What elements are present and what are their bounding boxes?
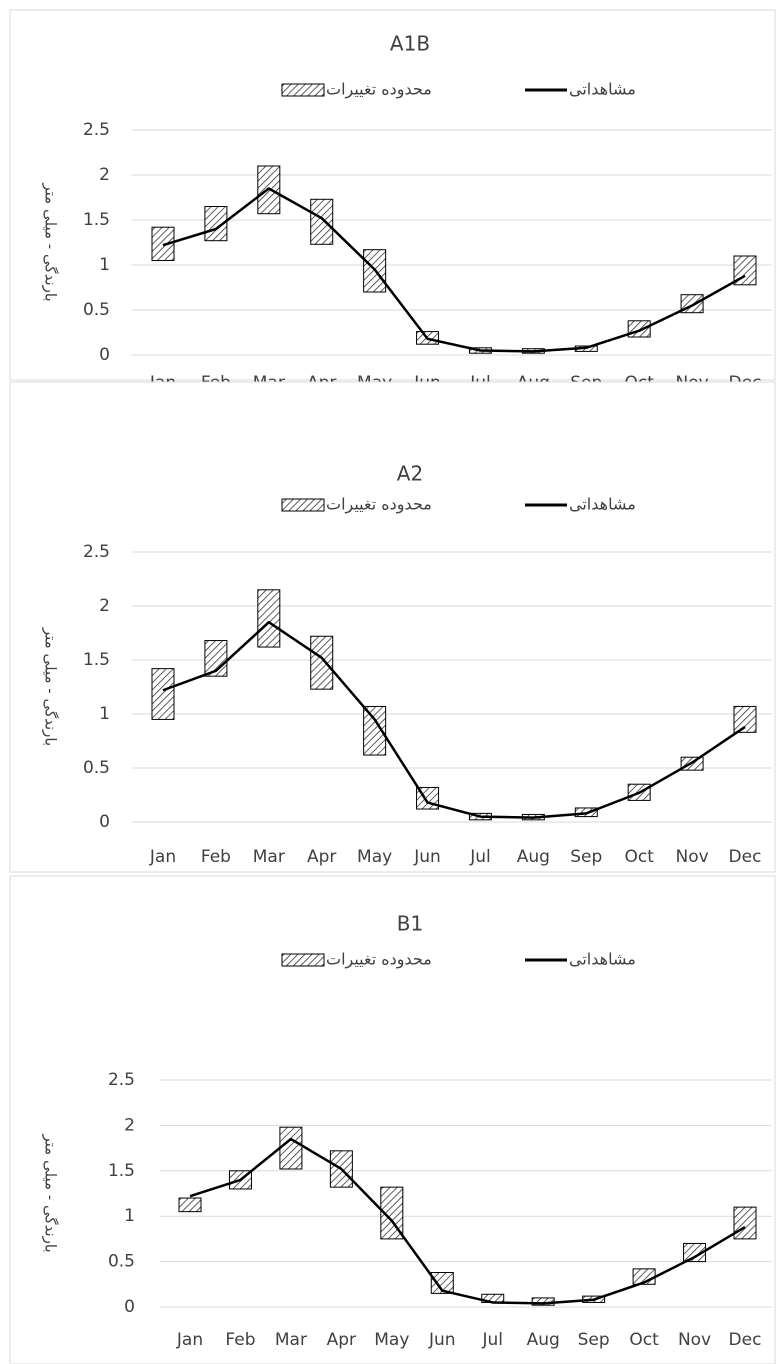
- y-tick-label: 1.5: [83, 210, 110, 230]
- y-tick-label: 0.5: [83, 300, 110, 320]
- y-tick-label: 1: [124, 1206, 135, 1226]
- legend-swatch: [281, 83, 325, 97]
- x-tick-label: Apr: [327, 1330, 356, 1350]
- x-tick-label: Oct: [629, 1330, 659, 1350]
- range-bar: [363, 705, 387, 756]
- range-bar: [683, 1242, 707, 1263]
- legend-swatch: [281, 498, 325, 512]
- x-tick-label: May: [374, 1330, 409, 1350]
- y-tick-label: 0: [99, 812, 110, 832]
- x-tick-label: Dec: [729, 1330, 762, 1350]
- chart-title: A1B: [390, 32, 430, 56]
- range-bar: [178, 1197, 202, 1213]
- legend-label: محدوده تغییرات: [326, 80, 432, 100]
- y-tick-label: 0.5: [108, 1252, 135, 1272]
- x-tick-label: Mar: [275, 1330, 307, 1350]
- x-tick-label: Nov: [675, 847, 708, 867]
- legend-label: مشاهداتی: [569, 950, 636, 969]
- range-bar: [627, 320, 651, 338]
- y-tick-label: 0: [99, 345, 110, 365]
- y-tick-label: 2.5: [108, 1070, 135, 1090]
- y-tick-label: 0.5: [83, 758, 110, 778]
- y-axis-label: بارندگی - میلی متر: [42, 182, 60, 301]
- x-tick-label: Jan: [149, 847, 176, 867]
- legend-label: مشاهداتی: [569, 495, 636, 514]
- x-tick-label: Nov: [678, 1330, 711, 1350]
- x-tick-label: Jan: [176, 1330, 203, 1350]
- observed-line: [189, 1137, 746, 1305]
- observed-line: [162, 187, 746, 353]
- range-bar: [310, 198, 334, 245]
- chart-title: B1: [397, 912, 423, 936]
- y-tick-label: 2.5: [83, 120, 110, 140]
- range-bar: [310, 635, 334, 690]
- x-tick-label: Sep: [578, 1330, 610, 1350]
- y-tick-label: 1.5: [108, 1161, 135, 1181]
- range-bar: [151, 668, 175, 720]
- range-bar: [279, 1126, 303, 1170]
- x-tick-label: Dec: [729, 847, 762, 867]
- panel: [9, 381, 776, 873]
- y-tick-label: 2: [124, 1115, 135, 1135]
- x-tick-label: Feb: [225, 1330, 255, 1350]
- x-tick-label: Feb: [201, 847, 231, 867]
- x-tick-label: Sep: [570, 847, 602, 867]
- x-tick-label: Jun: [428, 1330, 456, 1350]
- legend-label: مشاهداتی: [569, 80, 636, 99]
- x-tick-label: Jun: [413, 847, 441, 867]
- range-bar: [151, 226, 175, 261]
- x-tick-label: Jul: [469, 847, 491, 867]
- y-tick-label: 2: [99, 165, 110, 185]
- y-tick-label: 1.5: [83, 650, 110, 670]
- y-tick-label: 2: [99, 596, 110, 616]
- observed-line: [162, 620, 746, 819]
- x-tick-label: Jul: [481, 1330, 503, 1350]
- x-tick-label: May: [357, 847, 392, 867]
- legend-label: محدوده تغییرات: [326, 950, 432, 970]
- x-tick-label: Oct: [624, 847, 654, 867]
- x-tick-label: Aug: [517, 847, 550, 867]
- y-tick-label: 1: [99, 255, 110, 275]
- x-tick-label: Mar: [253, 847, 285, 867]
- chart-title: A2: [397, 462, 423, 486]
- y-tick-label: 0: [124, 1297, 135, 1317]
- y-tick-label: 2.5: [83, 542, 110, 562]
- y-axis-label: بارندگی - میلی متر: [42, 627, 60, 746]
- x-tick-label: Apr: [307, 847, 336, 867]
- y-tick-label: 1: [99, 704, 110, 724]
- panel: [9, 9, 776, 381]
- range-bar: [733, 705, 757, 733]
- y-axis-label: بارندگی - میلی متر: [42, 1133, 60, 1252]
- range-bar: [204, 206, 228, 242]
- range-bar: [733, 1206, 757, 1240]
- range-bar: [257, 589, 281, 648]
- x-tick-label: Aug: [527, 1330, 560, 1350]
- range-bar: [430, 1271, 454, 1294]
- range-bar: [380, 1186, 404, 1240]
- legend-label: محدوده تغییرات: [326, 495, 432, 515]
- legend-swatch: [281, 953, 325, 967]
